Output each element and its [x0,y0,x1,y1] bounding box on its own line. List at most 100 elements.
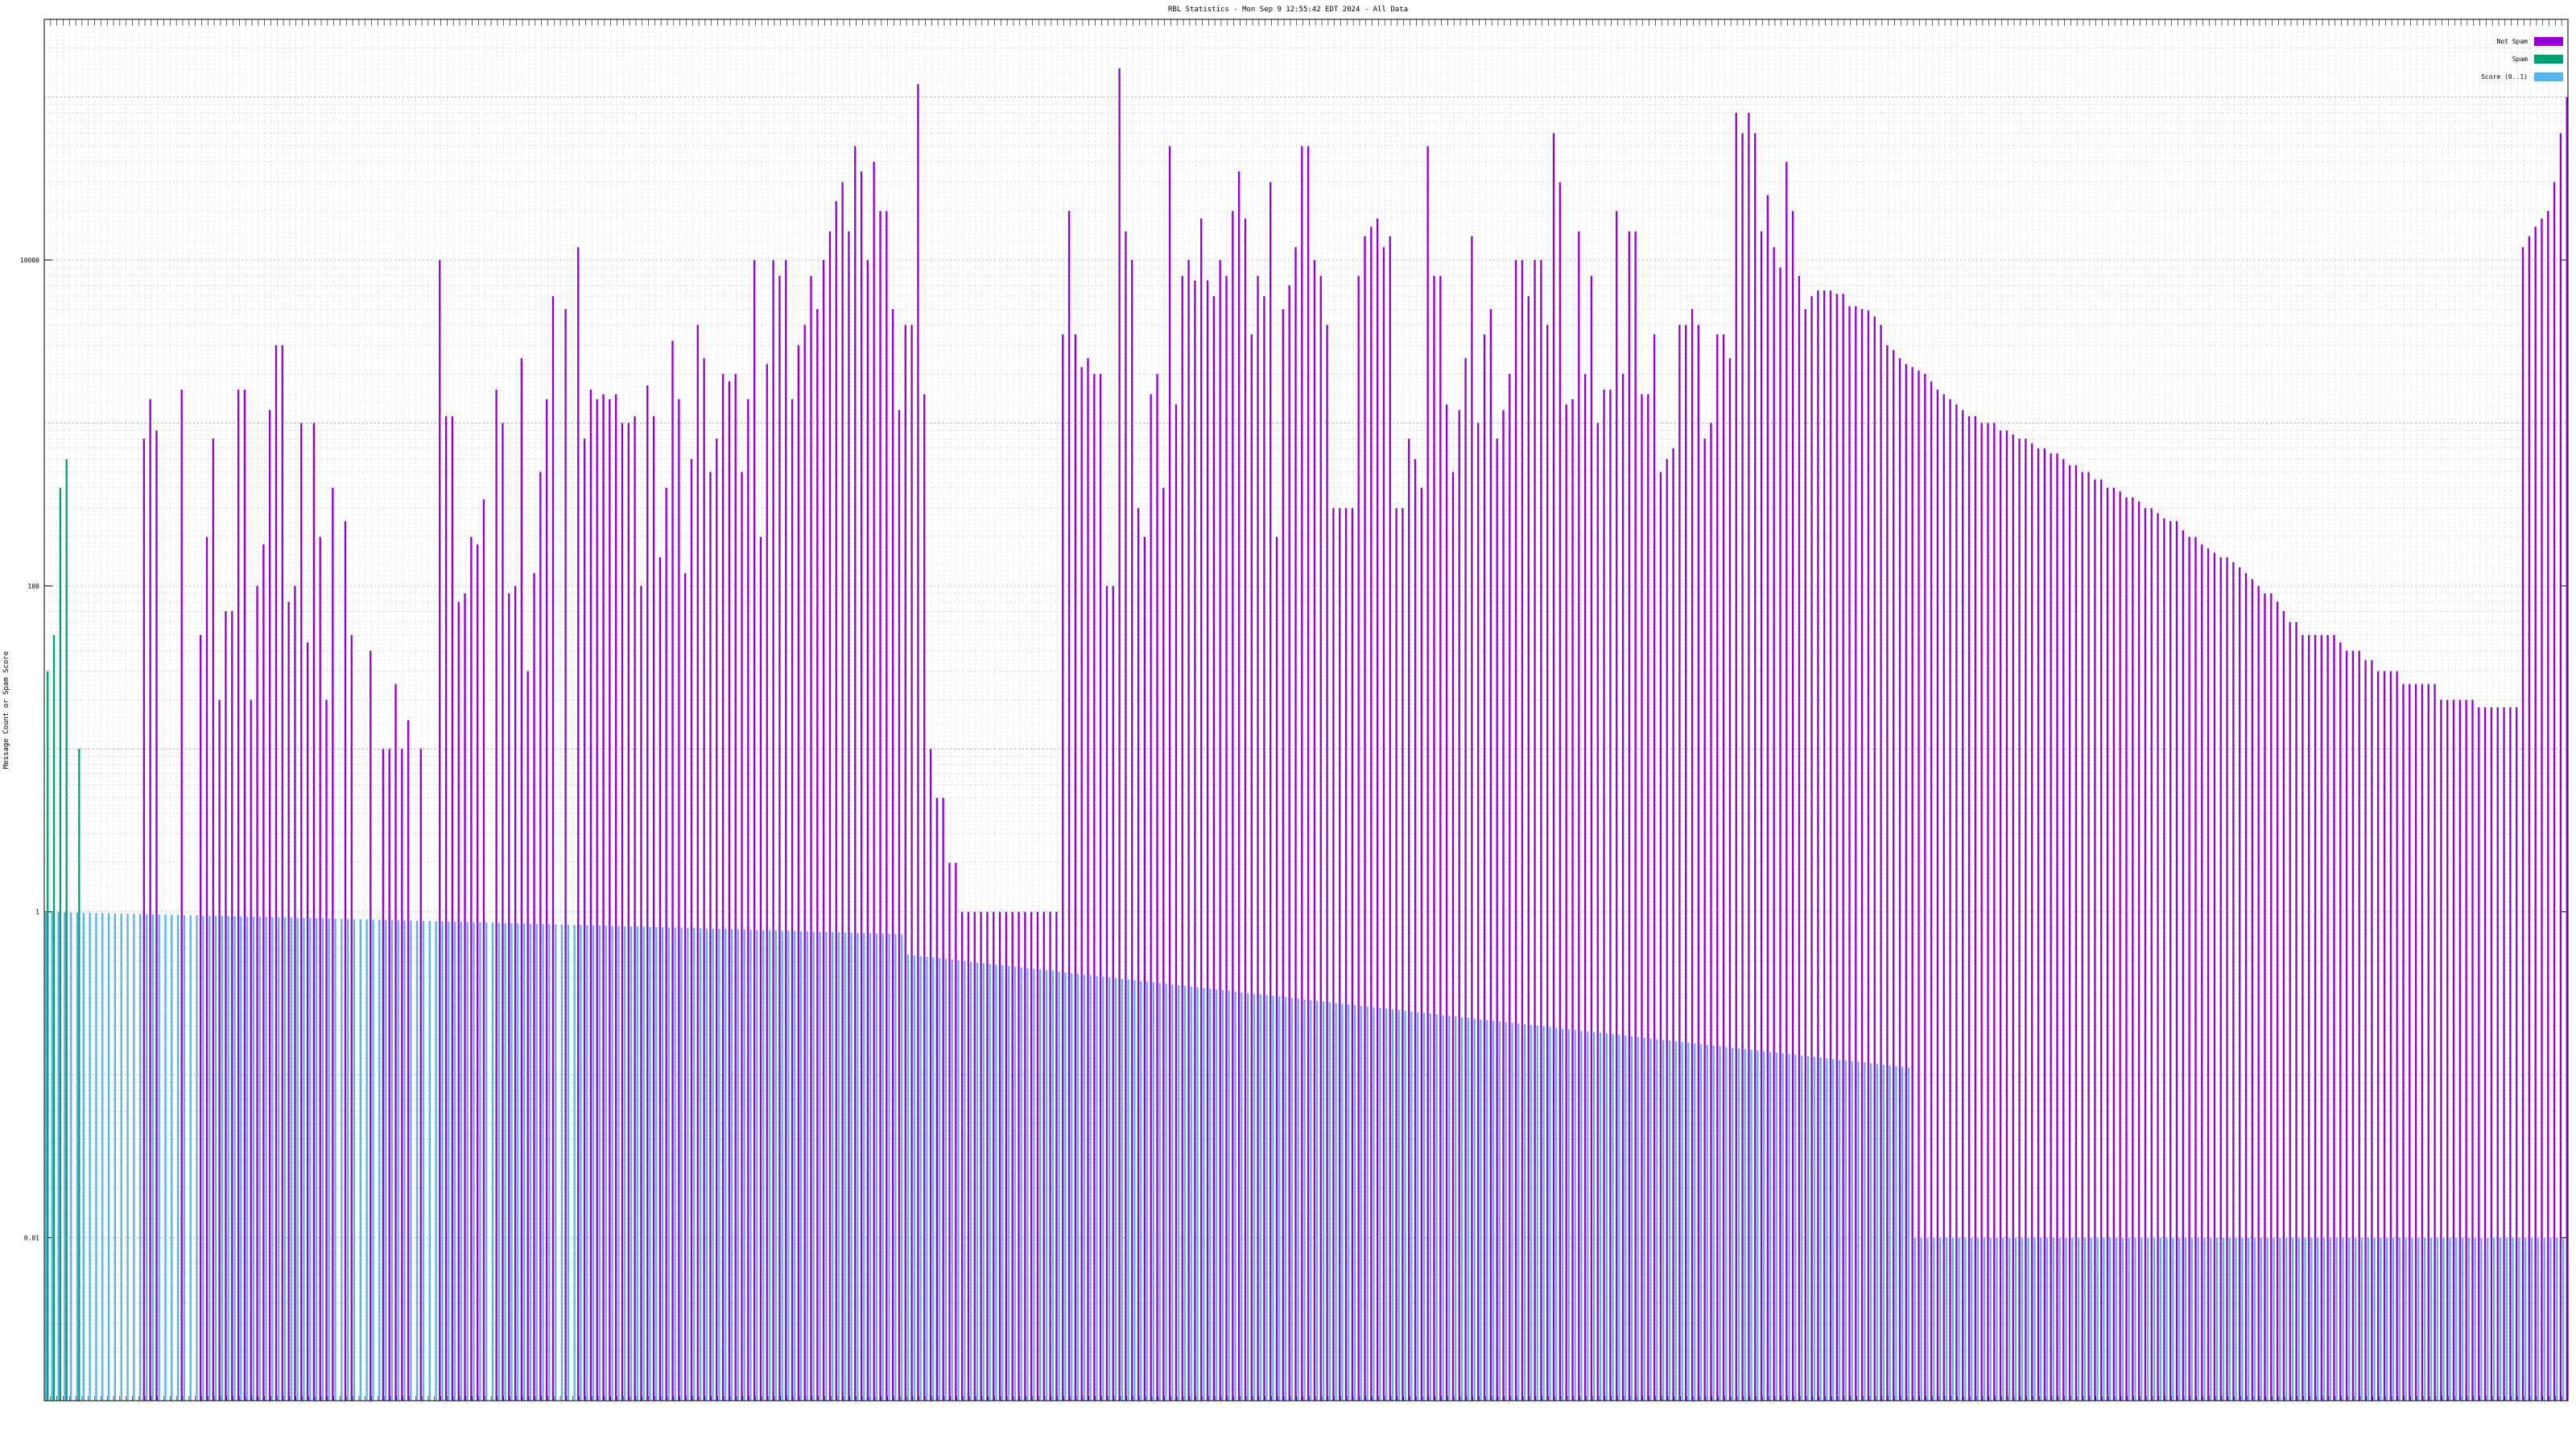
bar-not-spam [1609,390,1612,1401]
bar-score [756,930,758,1401]
bar-not-spam [1408,439,1410,1401]
bar-not-spam [2031,443,2033,1401]
bar-score [636,926,638,1401]
bar-not-spam [1351,508,1353,1401]
bar-score [1071,972,1073,1401]
bar-score [542,923,544,1401]
bar-score [2090,1237,2092,1401]
bar-not-spam [1219,260,1221,1401]
bar-score [680,927,683,1401]
bar-not-spam [753,260,756,1401]
bar-not-spam [1760,231,1763,1401]
bar-not-spam [640,585,642,1401]
bar-score [1983,1237,1986,1401]
bar-score [2235,1237,2237,1401]
bar-score [1127,979,1129,1401]
bar-score [548,924,551,1401]
bar-not-spam [848,231,850,1401]
bar-not-spam [2566,97,2568,1402]
bar-not-spam [1893,349,1895,1401]
bar-not-spam [1710,423,1712,1401]
bar-score [2423,1237,2426,1401]
bar-not-spam [237,390,240,1401]
bar-not-spam [419,749,422,1401]
bar-score [1265,995,1268,1401]
bar-not-spam [1402,508,1404,1401]
bar-score [460,922,463,1401]
bar-score [1920,1237,1922,1401]
bar-not-spam [1886,345,1889,1401]
bar-not-spam [1672,448,1674,1401]
bar-score [1247,993,1249,1401]
bar-score [1542,1026,1545,1401]
bar-score [1328,1001,1331,1401]
bar-score [718,928,720,1401]
bar-score [995,964,997,1401]
bar-score [1310,1000,1312,1401]
bar-not-spam [1458,410,1460,1401]
bar-not-spam [155,430,158,1402]
bar-score [630,926,633,1401]
bar-not-spam [1540,260,1542,1401]
bar-not-spam [2478,707,2480,1401]
bar-not-spam [262,544,265,1401]
bar-score [2052,1237,2055,1401]
bar-not-spam [955,862,957,1401]
bar-not-spam [1628,231,1630,1401]
bar-not-spam [1049,911,1051,1401]
bar-not-spam [533,572,535,1402]
bar-score [1133,980,1136,1401]
bar-not-spam [1514,260,1517,1401]
bar-not-spam [1798,275,1801,1402]
bar-not-spam [2194,536,2197,1402]
bar-not-spam [2081,472,2083,1401]
bar-score [1876,1063,1879,1401]
bar-not-spam [1829,290,1832,1401]
bar-not-spam [2125,497,2128,1402]
bar-score [642,927,645,1401]
bar-score [1178,985,1180,1401]
bar-not-spam [1162,487,1165,1401]
bar-not-spam [2213,552,2216,1402]
bar-score [712,928,714,1401]
bar-score [1643,1038,1645,1401]
bar-not-spam [2251,579,2253,1401]
bar-score [1945,1237,1948,1401]
bar-score [1775,1052,1778,1401]
bar-score [416,920,419,1401]
bar-score [699,928,702,1401]
bar-score [724,929,727,1401]
bar-not-spam [200,634,202,1401]
bar-not-spam [1420,487,1422,1401]
bar-score [2543,1237,2545,1401]
bar-not-spam [1156,374,1158,1401]
bar-score [1624,1035,1627,1401]
bar-score [2222,1237,2225,1401]
bar-score [510,923,513,1401]
bar-not-spam [986,911,989,1401]
bar-not-spam [980,911,982,1401]
bar-not-spam [1634,231,1637,1401]
bar-score [1769,1051,1772,1401]
bar-score [1649,1038,1652,1401]
bar-not-spam [2232,562,2235,1401]
bar-not-spam [1187,260,1190,1401]
bar-not-spam [1382,246,1385,1402]
bar-score [2146,1237,2149,1401]
bar-not-spam [401,749,403,1401]
bar-not-spam [1194,280,1196,1401]
bar-not-spam [2025,439,2027,1401]
bar-not-spam [1967,416,1971,1401]
bar-score [2077,1237,2080,1401]
bar-not-spam [2112,487,2115,1401]
bar-score [857,932,859,1401]
bar-score [705,928,708,1401]
bar-not-spam [1477,423,1480,1401]
bar-not-spam [1641,394,1643,1402]
bar-not-spam [1999,430,2002,1402]
bar-score [1788,1054,1790,1401]
bar-score [1706,1044,1709,1401]
bar-score [976,962,979,1401]
bar-score [1851,1061,1853,1401]
bar-score [252,916,255,1401]
